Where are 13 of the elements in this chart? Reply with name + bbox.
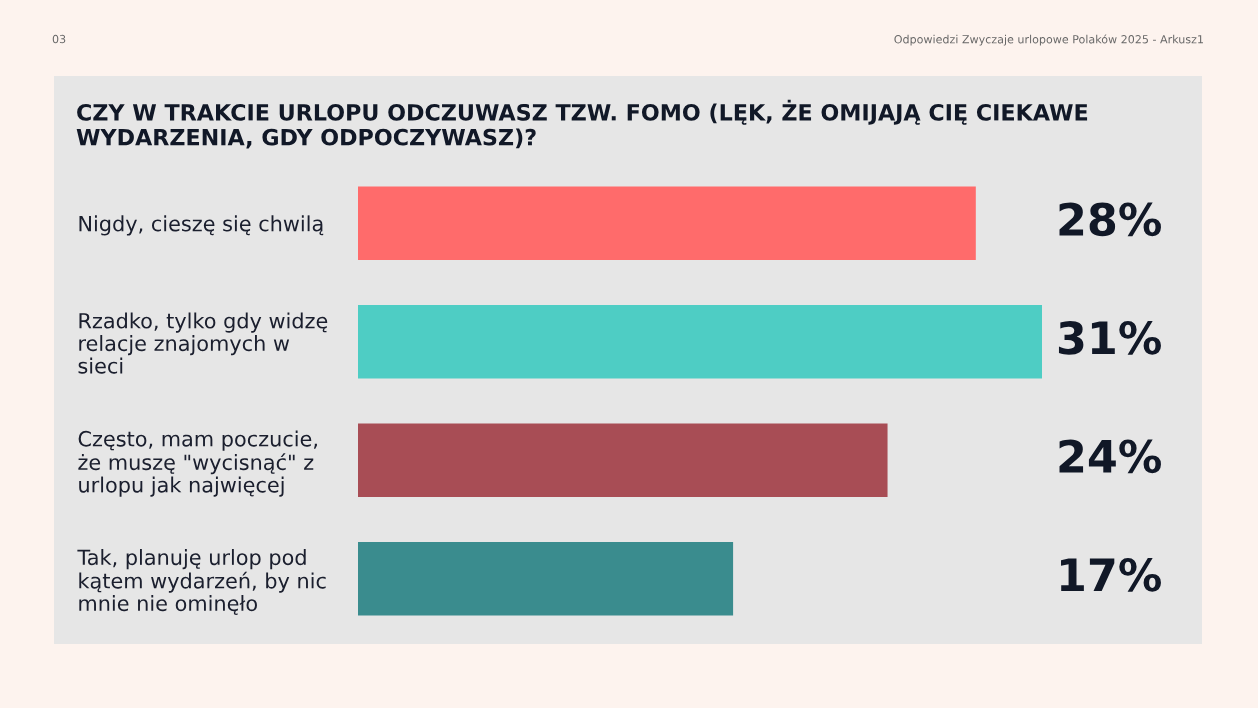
y-tick-label: Tak, planuję urlop pod kątem wydarzeń, by nic mnie nie ominęło	[77, 549, 326, 615]
y-tick-label: Rzadko, tylko gdy widzę relacje znajomych w sieci	[78, 312, 328, 374]
bar	[358, 186, 976, 260]
y-tick-label: Nigdy, cieszę się chwilą	[79, 215, 324, 236]
bar	[358, 542, 734, 616]
chart-title: CZY W TRAKCIE URLOPU ODCZUWASZ TZW. FOMO (LĘK, ŻE OMIJAJĄ CIĘ CIEKAWE WYDARZENIA, GDY ODPOCZYWASZ)?	[76, 99, 1088, 149]
data-label: 31%	[1058, 321, 1161, 355]
bar	[358, 423, 888, 497]
data-label: 28%	[1059, 202, 1161, 237]
bar	[358, 305, 1042, 379]
data-label: 17%	[1061, 558, 1161, 592]
y-tick-label: Często, mam poczucie, że muszę "wycisnąć" z urlopu jak najwięcej	[78, 430, 317, 497]
data-label: 24%	[1059, 439, 1161, 474]
